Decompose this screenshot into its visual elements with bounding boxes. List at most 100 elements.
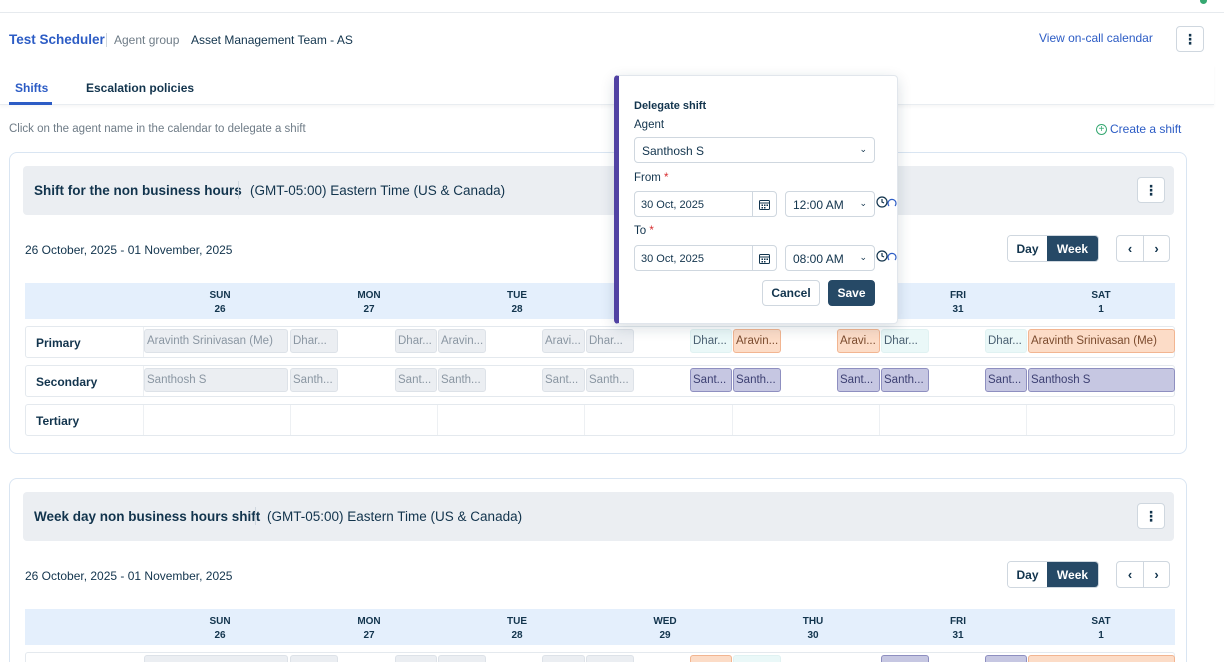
to-time-select[interactable]: 08:00 AM ⌄ <box>785 245 875 271</box>
shift-more-button[interactable]: ⋮ <box>1137 177 1165 203</box>
shift-chip[interactable] <box>290 655 338 662</box>
day-header: SAT 1 <box>1091 290 1111 315</box>
tab-escalation-policies[interactable]: Escalation policies <box>86 81 195 95</box>
cancel-button[interactable]: Cancel <box>762 280 820 306</box>
agent-label: Agent <box>634 119 665 131</box>
tab-shifts[interactable]: Shifts <box>15 81 49 95</box>
shift-chip[interactable]: Dhar... <box>985 329 1027 353</box>
prev-week-button[interactable]: ‹ <box>1127 567 1133 582</box>
shift-title: Shift for the non business hours <box>34 183 242 198</box>
shift-chip[interactable]: Santh... <box>290 368 338 392</box>
active-tab-indicator <box>9 102 52 105</box>
shift-chip[interactable]: Dhar... <box>290 329 338 353</box>
shift-chip[interactable] <box>395 655 437 662</box>
page-title[interactable]: Test Scheduler <box>9 32 105 47</box>
header-divider <box>106 33 107 47</box>
view-oncall-calendar-link[interactable]: View on-call calendar <box>1039 31 1153 45</box>
day-header: MON 27 <box>357 616 381 641</box>
date-range: 26 October, 2025 - 01 November, 2025 <box>25 243 233 257</box>
shift-chip[interactable]: Sant... <box>690 368 732 392</box>
shift-chip[interactable] <box>586 655 634 662</box>
more-options-button[interactable]: ⋮ <box>1176 26 1204 52</box>
from-date-field[interactable]: 30 Oct, 2025 <box>634 191 777 217</box>
shift-card-header: Shift for the non business hours (GMT-05… <box>23 166 1174 215</box>
shift-chip[interactable]: Dhar... <box>881 329 929 353</box>
timezone-clock-icon[interactable] <box>876 250 900 264</box>
shift-card: Week day non business hours shift (GMT-0… <box>9 478 1187 662</box>
create-shift-link[interactable]: + Create a shift <box>1096 122 1181 136</box>
shift-chip[interactable]: Aravi... <box>837 329 880 353</box>
from-date-value: 30 Oct, 2025 <box>641 199 704 211</box>
shift-chip[interactable] <box>985 655 1027 662</box>
day-header: MON 27 <box>357 290 381 315</box>
shift-chip[interactable]: Santh... <box>586 368 634 392</box>
date-range: 26 October, 2025 - 01 November, 2025 <box>25 569 233 583</box>
week-view-button[interactable]: Week <box>1047 236 1098 261</box>
shift-chip[interactable]: Aravin... <box>438 329 486 353</box>
shift-chip[interactable]: Santh... <box>438 368 486 392</box>
to-time-value: 08:00 AM <box>793 252 844 266</box>
header-separator <box>255 507 256 525</box>
save-button[interactable]: Save <box>828 280 875 306</box>
grid-line <box>1026 405 1027 435</box>
grid-line <box>584 405 585 435</box>
shift-chip[interactable] <box>690 655 732 662</box>
day-header: TUE 28 <box>507 290 527 315</box>
shift-chip[interactable]: Santhosh S <box>144 368 288 392</box>
shift-chip[interactable]: Aravinth Srinivasan (Me) <box>1028 329 1175 353</box>
chevron-down-icon: ⌄ <box>859 252 867 262</box>
shift-chip[interactable]: Sant... <box>837 368 880 392</box>
shift-title: Week day non business hours shift <box>34 509 261 524</box>
from-time-select[interactable]: 12:00 AM ⌄ <box>785 191 875 217</box>
calendar-icon[interactable] <box>752 192 776 216</box>
day-header: SUN 26 <box>209 290 231 315</box>
kebab-icon: ⋮ <box>1183 31 1197 47</box>
shift-chip[interactable]: Aravin... <box>733 329 781 353</box>
grid-line <box>879 405 880 435</box>
shift-chip[interactable]: Santh... <box>881 368 929 392</box>
calendar-icon[interactable] <box>752 246 776 270</box>
to-label: To * <box>634 225 654 237</box>
primary-row: Primary Aravinth Srinivasan (Me) Dhar...… <box>25 326 1175 358</box>
to-date-field[interactable]: 30 Oct, 2025 <box>634 245 777 271</box>
week-view-button[interactable]: Week <box>1047 562 1098 587</box>
shift-chip[interactable]: Sant... <box>542 368 585 392</box>
day-header: FRI 31 <box>949 616 967 641</box>
delegate-shift-popover: Delegate shift Agent Santhosh S ⌄ From *… <box>614 75 898 324</box>
shift-chip[interactable] <box>733 655 781 662</box>
grid-line <box>143 327 144 357</box>
shift-chip[interactable]: Aravi... <box>542 329 585 353</box>
create-shift-label: Create a shift <box>1110 122 1182 136</box>
shift-chip[interactable]: Santh... <box>733 368 781 392</box>
day-view-button[interactable]: Day <box>1008 562 1047 587</box>
shift-chip[interactable] <box>881 655 929 662</box>
agent-select[interactable]: Santhosh S ⌄ <box>634 137 875 163</box>
shift-more-button[interactable]: ⋮ <box>1137 503 1165 529</box>
shift-chip[interactable]: Aravinth Srinivasan (Me) <box>144 329 288 353</box>
next-week-button[interactable]: › <box>1143 562 1169 587</box>
secondary-row: Secondary Santhosh S Santh... Sant... Sa… <box>25 365 1175 397</box>
day-view-button[interactable]: Day <box>1008 236 1047 261</box>
shift-chip[interactable]: Dhar... <box>586 329 634 353</box>
tertiary-row: Tertiary <box>25 404 1175 436</box>
row-label: Primary <box>36 336 81 350</box>
next-week-button[interactable]: › <box>1143 236 1169 261</box>
kebab-icon: ⋮ <box>1144 508 1158 524</box>
row-label: Secondary <box>36 375 98 389</box>
timezone-clock-icon[interactable] <box>876 196 900 210</box>
shift-chip[interactable] <box>1028 655 1175 662</box>
shift-chip[interactable]: Dhar... <box>395 329 437 353</box>
shift-chip[interactable]: Santhosh S <box>1028 368 1175 392</box>
shift-chip[interactable] <box>542 655 585 662</box>
shift-chip[interactable]: Dhar... <box>690 329 732 353</box>
shift-chip[interactable] <box>144 655 288 662</box>
shift-chip[interactable]: Sant... <box>395 368 437 392</box>
week-navigation: ‹ › <box>1116 235 1170 262</box>
shift-chip[interactable]: Sant... <box>985 368 1027 392</box>
day-header: SUN 26 <box>209 616 231 641</box>
shift-chip[interactable] <box>438 655 486 662</box>
week-navigation: ‹ › <box>1116 561 1170 588</box>
delegate-shift-title: Delegate shift <box>634 100 707 112</box>
prev-week-button[interactable]: ‹ <box>1127 241 1133 256</box>
